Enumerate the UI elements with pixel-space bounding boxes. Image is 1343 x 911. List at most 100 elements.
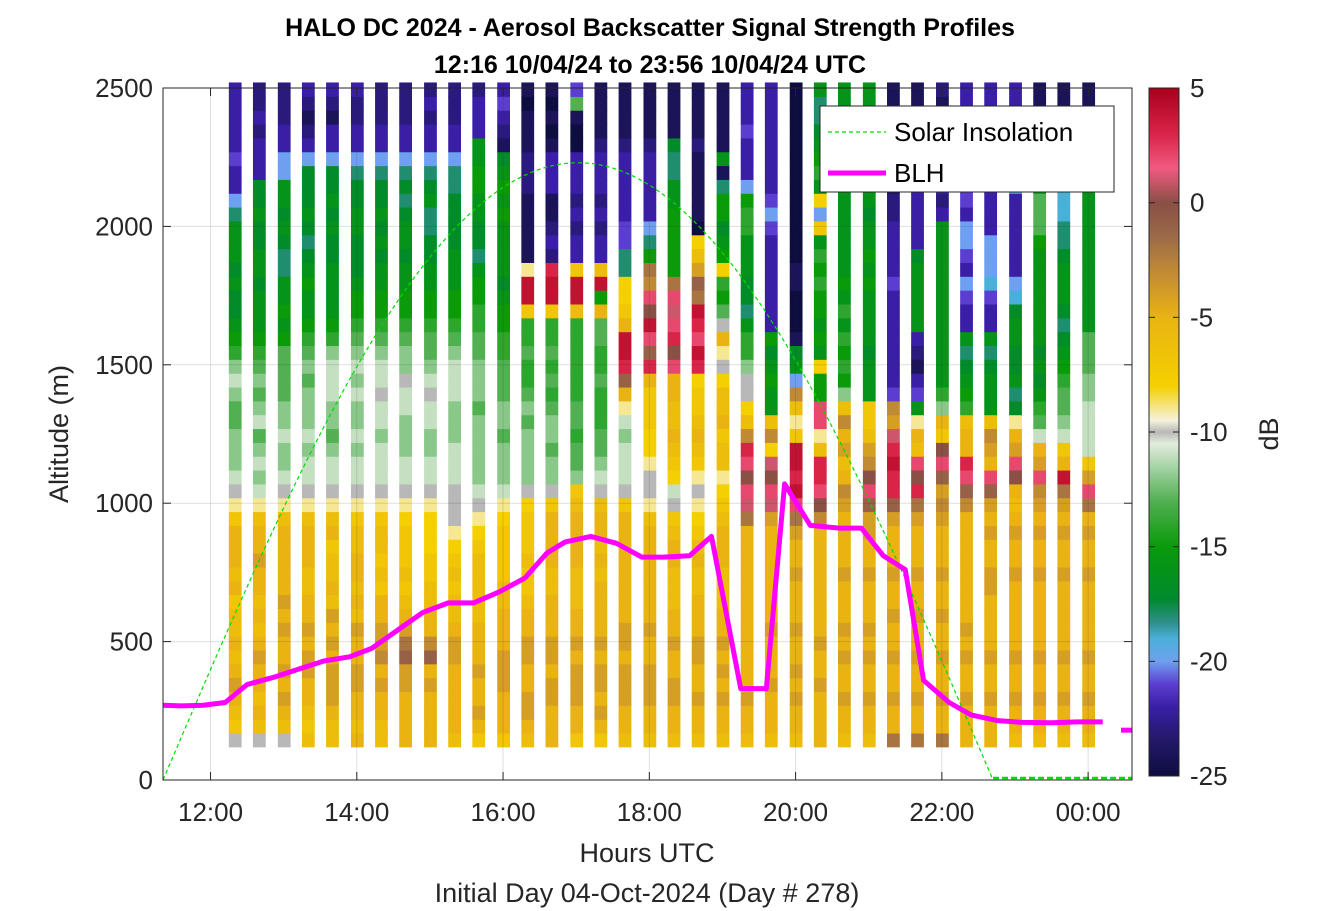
heatmap-cell (643, 594, 657, 609)
heatmap-cell (350, 248, 364, 263)
colorbar-label: dB (1254, 417, 1284, 450)
heatmap-cell (399, 96, 413, 111)
blh-line (162, 481, 1103, 726)
heatmap-cell (911, 566, 924, 582)
heatmap-cell (301, 525, 315, 540)
heatmap-cell (960, 373, 973, 388)
heatmap-cell (277, 580, 291, 596)
heatmap-cell (594, 636, 608, 651)
heatmap-cell (667, 193, 681, 208)
heatmap-cell (1009, 359, 1022, 374)
heatmap-cell (545, 290, 559, 305)
heatmap-cell (643, 262, 657, 277)
heatmap-cell (521, 511, 535, 526)
heatmap-cell (350, 511, 364, 526)
heatmap-cell (1033, 732, 1047, 748)
heatmap-cell (936, 290, 949, 305)
heatmap-cell (521, 553, 535, 568)
heatmap-cell (570, 649, 584, 665)
heatmap-cell (228, 663, 242, 679)
heatmap-cell (424, 331, 437, 347)
heatmap-cell (838, 262, 851, 277)
heatmap-cell (545, 96, 559, 111)
heatmap-cell (375, 553, 388, 568)
heatmap-cell (277, 428, 291, 443)
heatmap-cell (1057, 331, 1071, 347)
heatmap-cell (252, 622, 266, 637)
heatmap-cell (497, 248, 510, 263)
heatmap-cell (960, 317, 973, 333)
heatmap-cell (1033, 456, 1047, 471)
heatmap-cell (838, 386, 851, 402)
heatmap-cell (887, 220, 900, 236)
heatmap-cell (911, 373, 924, 388)
heatmap-cell (740, 165, 754, 180)
heatmap-cell (228, 553, 242, 568)
heatmap-cell (862, 442, 876, 457)
heatmap-cell (740, 151, 754, 167)
heatmap-cell (984, 345, 998, 360)
heatmap-cell (448, 82, 462, 97)
heatmap-cell (350, 428, 364, 443)
heatmap-cell (375, 165, 388, 180)
heatmap-cell (277, 234, 291, 250)
x-tick-label: 12:00 (178, 797, 243, 827)
heatmap-cell (838, 428, 851, 443)
heatmap-cell (911, 525, 924, 540)
heatmap-cell (1082, 497, 1096, 513)
heatmap-cell (252, 525, 266, 540)
heatmap-cell (911, 705, 924, 720)
heatmap-cell (497, 663, 510, 679)
y-tick-label: 0 (139, 765, 153, 795)
heatmap-cell (1009, 248, 1022, 263)
heatmap-cell (424, 497, 437, 513)
heatmap-cell (764, 137, 778, 153)
heatmap-cell (643, 400, 657, 416)
heatmap-cell (497, 691, 510, 706)
heatmap-cell (545, 649, 559, 665)
heatmap-cell (277, 469, 291, 485)
heatmap-cell (813, 580, 827, 596)
heatmap-cell (570, 608, 584, 623)
heatmap-cell (228, 400, 242, 416)
heatmap-cell (1082, 262, 1096, 277)
heatmap-cell (740, 691, 754, 706)
heatmap-cell (1009, 511, 1022, 526)
heatmap-cell (545, 303, 559, 319)
heatmap-cell (326, 137, 339, 153)
heatmap-cell (424, 317, 437, 333)
heatmap-cell (716, 649, 730, 665)
heatmap-cell (984, 373, 998, 388)
heatmap-cell (618, 649, 632, 665)
heatmap-cell (887, 234, 900, 250)
heatmap-cell (277, 566, 291, 582)
heatmap-cell (691, 456, 705, 471)
heatmap-cell (545, 719, 559, 734)
heatmap-cell (399, 317, 413, 333)
heatmap-cell (424, 359, 437, 374)
heatmap-cell (667, 400, 681, 416)
heatmap-cell (887, 290, 900, 305)
heatmap-cell (326, 511, 339, 526)
heatmap-cell (838, 276, 851, 291)
heatmap-cell (301, 636, 315, 651)
heatmap-cell (911, 580, 924, 596)
heatmap-cell (472, 677, 486, 693)
heatmap-cell (764, 290, 778, 305)
heatmap-cell (594, 456, 608, 471)
heatmap-cell (252, 165, 266, 180)
heatmap-cell (326, 234, 339, 250)
heatmap-cell (838, 497, 851, 513)
heatmap-cell (521, 386, 535, 402)
heatmap-cell (594, 594, 608, 609)
heatmap-cell (984, 553, 998, 568)
heatmap-cell (350, 96, 364, 111)
heatmap-cell (424, 151, 437, 167)
heatmap-cell (399, 248, 413, 263)
heatmap-cell (643, 732, 657, 748)
heatmap-cell (1009, 303, 1022, 319)
heatmap-cell (228, 359, 242, 374)
heatmap-cell (667, 82, 681, 97)
heatmap-cells (228, 82, 1096, 748)
